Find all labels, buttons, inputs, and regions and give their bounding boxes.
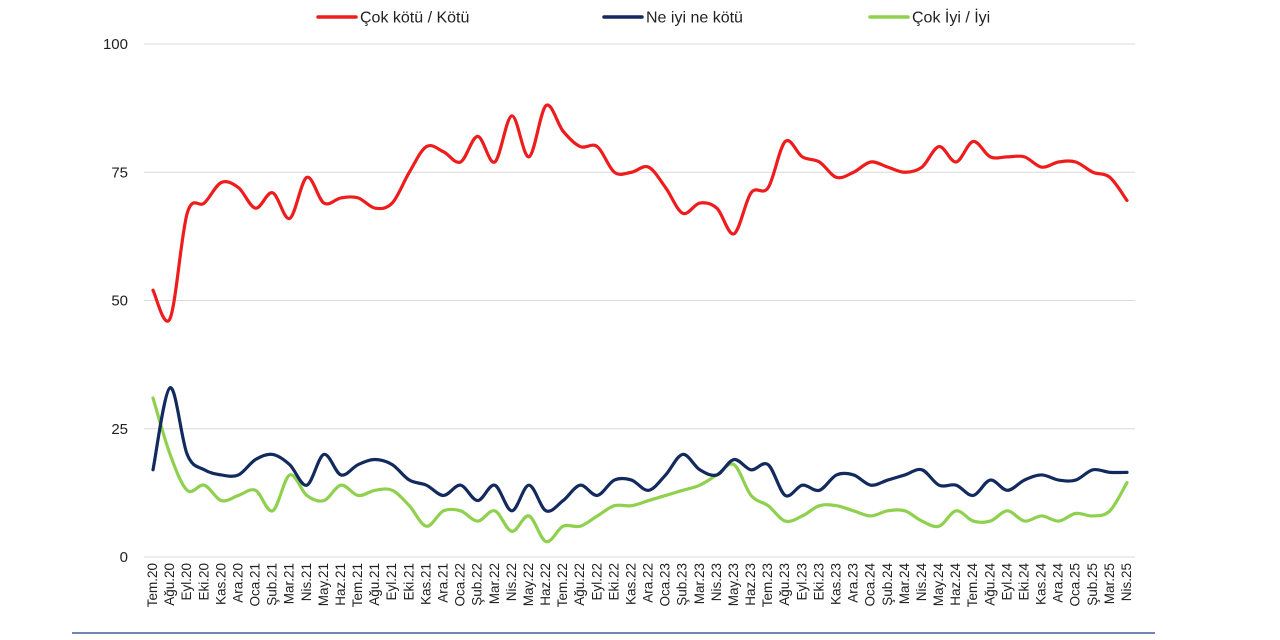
x-tick-label: Eyl.21: [384, 563, 399, 601]
x-axis-tick-labels: Tem.20 Ağu.20 Eyl.20 Eki.20 Kas.20 Ara.20 Oca.…: [145, 563, 1134, 608]
x-tick-label: Şub.23: [675, 563, 690, 606]
x-tick-label: Eyl.20: [179, 563, 194, 601]
x-tick-label: Ara.24: [1051, 563, 1066, 603]
x-tick-label: Haz.22: [538, 563, 553, 606]
x-tick-label: Oca.22: [453, 563, 468, 607]
x-tick-label: Şub.25: [1085, 563, 1100, 606]
x-tick-label: Şub.22: [470, 563, 485, 606]
x-tick-label: Ağu.21: [367, 563, 382, 606]
x-tick-label: Eyl.23: [794, 563, 809, 601]
x-tick-label: Kas.20: [213, 563, 228, 605]
x-tick-label: Mar.22: [487, 563, 502, 604]
x-tick-label: Ağu.20: [162, 563, 177, 606]
x-tick-label: Ara.23: [846, 563, 861, 603]
legend-label: Çok İyi / İyi: [912, 8, 990, 27]
x-tick-label: Ağu.23: [777, 563, 792, 606]
x-tick-label: Oca.24: [863, 563, 878, 607]
x-tick-label: Eki.21: [401, 563, 416, 601]
y-tick-label: 50: [111, 293, 128, 310]
x-tick-label: Mar.21: [282, 563, 297, 604]
x-tick-label: Tem.21: [350, 563, 365, 607]
x-tick-label: Nis.25: [1119, 563, 1134, 601]
x-tick-label: Nis.23: [709, 563, 724, 601]
x-tick-label: Nis.24: [914, 563, 929, 602]
x-tick-label: Eyl.22: [589, 563, 604, 601]
x-tick-label: Eki.22: [606, 563, 621, 601]
x-tick-label: Tem.23: [760, 563, 775, 607]
x-tick-label: Ağu.22: [572, 563, 587, 606]
x-tick-label: Haz.24: [948, 563, 963, 606]
x-tick-label: Nis.22: [504, 563, 519, 601]
series-line-2: [151, 396, 1129, 544]
x-tick-label: Mar.24: [897, 563, 912, 605]
y-tick-label: 100: [103, 36, 128, 53]
legend: Çok kötü / Kötü Ne iyi ne kötü Çok İyi / İ…: [316, 8, 990, 27]
x-tick-label: Ağu.24: [982, 563, 997, 606]
series-lines: [151, 103, 1129, 544]
x-tick-label: May.21: [316, 563, 331, 606]
x-tick-label: Oca.23: [658, 563, 673, 607]
series-line-0: [151, 103, 1129, 323]
x-tick-label: Eyl.24: [999, 563, 1014, 601]
x-tick-label: Mar.23: [692, 563, 707, 604]
x-tick-label: Kas.24: [1034, 563, 1049, 606]
y-tick-label: 75: [111, 164, 128, 181]
x-tick-label: Kas.21: [418, 563, 433, 605]
x-tick-label: Tem.24: [965, 563, 980, 608]
legend-label: Çok kötü / Kötü: [360, 10, 469, 27]
y-tick-label: 0: [120, 549, 128, 566]
x-tick-label: Oca.25: [1068, 563, 1083, 607]
x-tick-label: Eki.20: [196, 563, 211, 601]
x-tick-label: May.22: [521, 563, 536, 606]
x-tick-label: Tem.22: [555, 563, 570, 607]
x-tick-label: Oca.21: [248, 563, 263, 607]
x-tick-label: Eki.24: [1016, 563, 1031, 601]
x-tick-label: Kas.22: [623, 563, 638, 605]
x-tick-label: Haz.21: [333, 563, 348, 606]
x-tick-label: Tem.20: [145, 563, 160, 607]
y-tick-label: 25: [111, 421, 128, 438]
x-tick-label: Nis.21: [299, 563, 314, 601]
x-tick-label: Haz.23: [743, 563, 758, 606]
x-tick-label: Ara.21: [435, 563, 450, 603]
x-tick-label: Şub.21: [265, 563, 280, 606]
x-tick-label: May.23: [726, 563, 741, 606]
x-tick-label: Şub.24: [880, 563, 895, 606]
x-tick-label: May.24: [931, 563, 946, 607]
legend-label: Ne iyi ne kötü: [646, 10, 743, 27]
y-axis-tick-labels: 0 25 50 75 100: [103, 36, 128, 566]
x-tick-label: Kas.23: [829, 563, 844, 605]
x-tick-label: Ara.20: [230, 563, 245, 603]
x-tick-label: Eki.23: [811, 563, 826, 601]
x-tick-label: Mar.25: [1102, 563, 1117, 604]
x-tick-label: Ara.22: [641, 563, 656, 603]
series-line-1: [151, 386, 1129, 513]
grid-lines: [144, 43, 1135, 558]
